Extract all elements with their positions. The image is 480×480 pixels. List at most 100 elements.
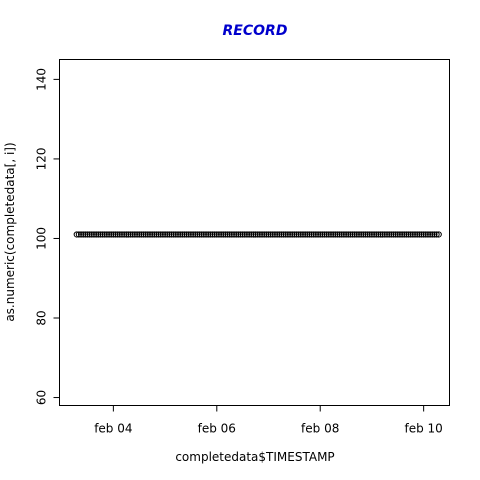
data-point [159,231,167,238]
data-point [133,231,141,238]
data-point [388,231,395,238]
x-tick-label: feb 06 [198,422,236,436]
data-point [220,231,227,238]
data-point [392,231,399,238]
data-point [149,231,156,238]
x-tick-label: feb 10 [404,422,442,436]
data-point [370,231,378,238]
y-tick-label: 120 [35,147,49,170]
data-point [243,231,251,238]
data-point [403,231,410,238]
data-point [80,231,87,238]
data-point [194,231,201,238]
data-point [409,231,416,238]
data-point [364,231,371,238]
point-series [73,231,442,238]
data-point [172,231,179,238]
data-point [235,231,242,238]
data-point [319,231,326,238]
data-point [189,231,197,238]
data-point [77,231,85,238]
data-point [345,231,352,238]
chart-title: RECORD [223,23,288,39]
data-point [276,231,283,238]
data-point [86,231,93,238]
data-point [414,231,421,238]
data-point [312,231,320,238]
data-point [254,231,261,238]
data-point [114,231,121,238]
data-point [136,231,143,238]
data-point [166,231,173,238]
data-point [168,231,175,238]
data-point [95,231,102,238]
data-point [108,231,115,238]
data-point [377,231,384,238]
data-point [274,231,281,238]
data-point [258,231,266,238]
data-point [73,231,80,238]
x-axis: feb 04 feb 06 feb 08 feb 10 [94,405,443,436]
data-point [381,231,388,238]
x-tick-label: feb 04 [94,422,132,436]
data-point [265,231,272,238]
data-point [379,231,386,238]
data-point [368,231,376,238]
data-point [373,231,380,238]
data-point [200,231,207,238]
data-point [93,231,100,238]
data-point [347,231,354,238]
plot-frame [59,59,450,406]
data-point [185,231,192,238]
data-point [226,231,233,238]
data-point [157,231,164,238]
data-point [321,231,328,238]
data-point [181,231,188,238]
data-point [407,231,414,238]
data-point [353,231,360,238]
data-point [362,231,369,238]
data-point [131,231,139,238]
data-point [323,231,330,238]
data-point [271,231,279,238]
data-point [280,231,287,238]
data-point [399,231,406,238]
data-point [202,231,210,238]
data-point [396,231,404,238]
data-point [144,231,151,238]
data-point [88,231,95,238]
data-point [327,231,335,238]
data-point [211,231,218,238]
data-point [170,231,177,238]
data-point [140,231,147,238]
data-point [336,231,343,238]
data-point [433,231,440,238]
data-point [125,231,132,238]
data-point [103,231,111,238]
data-point [187,231,195,238]
data-point [142,231,149,238]
data-point [286,231,294,238]
data-point [239,231,246,238]
data-point [105,231,113,238]
data-point [230,231,238,238]
data-point [431,231,438,238]
data-point [282,231,289,238]
data-point [248,231,255,238]
data-point [355,231,363,238]
data-point [340,231,348,238]
data-point [291,231,298,238]
data-point [164,231,171,238]
data-point [366,231,373,238]
data-point [207,231,214,238]
data-point [237,231,244,238]
data-point [330,231,337,238]
data-point [218,231,225,238]
data-point [299,231,307,238]
data-point [418,231,425,238]
data-point [306,231,313,238]
data-point [420,231,427,238]
data-point [99,231,106,238]
data-point [317,231,324,238]
